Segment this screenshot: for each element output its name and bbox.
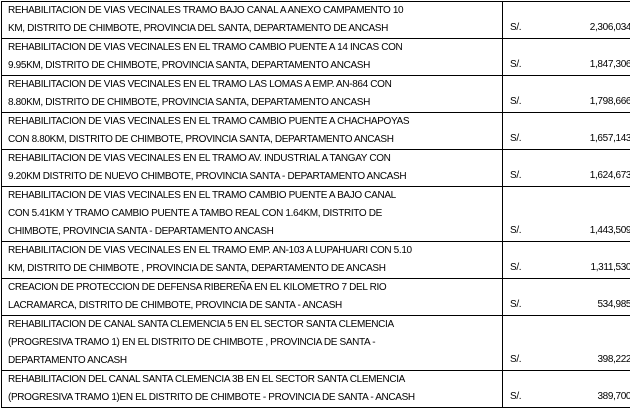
project-description: REHABILITACION DE VIAS VECINALES EN EL T… <box>1 149 503 187</box>
amount-value: 1,624,673.00 <box>589 170 630 181</box>
project-description: REHABILITACION DE VIAS VECINALES EN EL T… <box>1 241 503 279</box>
amount-value: 389,700.00 <box>597 391 630 402</box>
currency-label: S/. <box>510 262 522 273</box>
amount-cell: S/. 389,700.00 <box>502 370 630 408</box>
amount-cell: S/. 2,306,034.00 <box>502 1 630 39</box>
project-description: REHABILITACION DE VIAS VECINALES EN EL T… <box>1 186 503 242</box>
amount-cell: S/. 534,985.00 <box>502 278 630 316</box>
amount-cell: S/. 1,624,673.00 <box>502 149 630 187</box>
table-row: REHABILITACION DE VIAS VECINALES EN EL T… <box>1 186 630 242</box>
table-row: CREACION DE PROTECCION DE DEFENSA RIBERE… <box>1 278 630 316</box>
currency-label: S/. <box>510 354 522 365</box>
table-row: REHABILITACION DE VIAS VECINALES EN EL T… <box>1 149 630 187</box>
table-row: REHABILITACION DE VIAS VECINALES EN EL T… <box>1 75 630 113</box>
table-row: REHABILITACION DE VIAS VECINALES EN EL T… <box>1 112 630 150</box>
amount-cell: S/. 1,311,530.00 <box>502 241 630 279</box>
amount-cell: S/. 1,657,143.00 <box>502 112 630 150</box>
currency-label: S/. <box>510 391 522 402</box>
project-description: REHABILITACION DE VIAS VECINALES EN EL T… <box>1 112 503 150</box>
amount-value: 1,798,666.00 <box>589 96 630 107</box>
currency-label: S/. <box>510 133 522 144</box>
amount-value: 2,306,034.00 <box>589 22 630 33</box>
table-row: REHABILITACION DEL CANAL SANTA CLEMENCIA… <box>1 370 630 408</box>
currency-label: S/. <box>510 170 522 181</box>
table-row: REHABILITACION DE VIAS VECINALES TRAMO B… <box>1 1 630 39</box>
amount-value: 1,443,509.00 <box>589 225 630 236</box>
amount-value: 534,985.00 <box>597 299 630 310</box>
project-description: REHABILITACION DE VIAS VECINALES EN EL T… <box>1 38 503 76</box>
currency-label: S/. <box>510 96 522 107</box>
currency-label: S/. <box>510 299 522 310</box>
project-description: REHABILITACION DE VIAS VECINALES TRAMO B… <box>1 1 503 39</box>
project-description: REHABILITACION DE VIAS VECINALES EN EL T… <box>1 75 503 113</box>
table-row: REHABILITACION DE VIAS VECINALES EN EL T… <box>1 38 630 76</box>
project-description: REHABILITACION DE CANAL SANTA CLEMENCIA … <box>1 315 503 371</box>
amount-value: 398,222.00 <box>597 354 630 365</box>
amount-cell: S/. 1,443,509.00 <box>502 186 630 242</box>
amount-value: 1,311,530.00 <box>590 262 630 273</box>
project-description: REHABILITACION DEL CANAL SANTA CLEMENCIA… <box>1 370 503 408</box>
table-row: REHABILITACION DE CANAL SANTA CLEMENCIA … <box>1 315 630 371</box>
currency-label: S/. <box>510 59 522 70</box>
table-row: REHABILITACION DE VIAS VECINALES EN EL T… <box>1 241 630 279</box>
currency-label: S/. <box>510 225 522 236</box>
amount-cell: S/. 398,222.00 <box>502 315 630 371</box>
currency-label: S/. <box>510 22 522 33</box>
project-description: CREACION DE PROTECCION DE DEFENSA RIBERE… <box>1 278 503 316</box>
amount-value: 1,657,143.00 <box>589 133 630 144</box>
amount-cell: S/. 1,847,306.00 <box>502 38 630 76</box>
amount-value: 1,847,306.00 <box>589 59 630 70</box>
amount-cell: S/. 1,798,666.00 <box>502 75 630 113</box>
